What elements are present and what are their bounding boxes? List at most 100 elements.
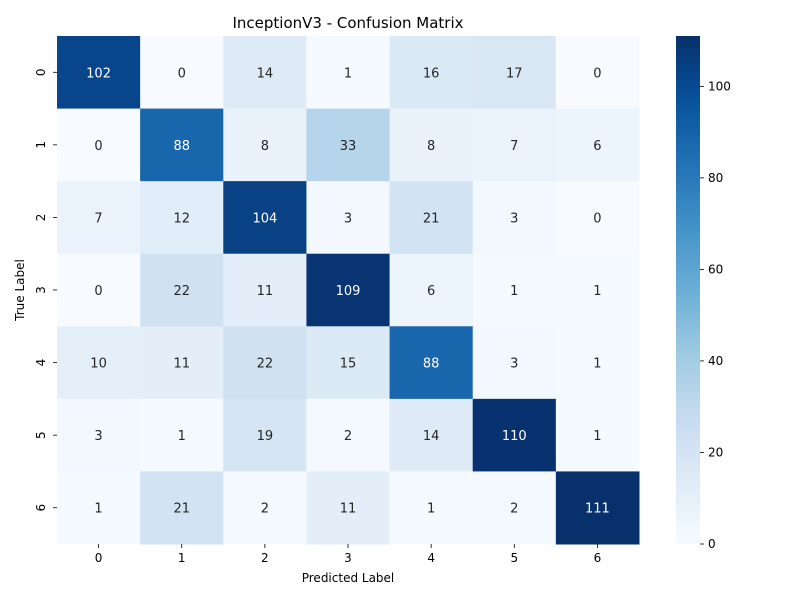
y-tick-label-2: 2 <box>34 214 48 222</box>
heatmap-cell-0-0 <box>57 36 141 110</box>
x-tick-label-6: 6 <box>594 551 602 565</box>
chart-title: InceptionV3 - Confusion Matrix <box>232 14 463 32</box>
x-tick-label-1: 1 <box>178 551 186 565</box>
colorbar-tick-label-3: 60 <box>708 262 723 276</box>
x-axis-ticks: 0 1 2 3 4 5 6 <box>95 544 601 565</box>
heatmap-cell-6-4 <box>389 471 474 545</box>
heatmap-cell-4-2 <box>223 326 307 400</box>
heatmap-cell-0-5 <box>472 36 557 110</box>
heatmap-cell-6-0 <box>57 471 141 545</box>
cell-value-label-1-2: 8 <box>261 139 269 154</box>
cell-value-label-6-3: 11 <box>340 502 357 517</box>
cell-value-label-2-6: 0 <box>593 211 601 226</box>
cell-value-label-4-6: 1 <box>593 357 601 372</box>
y-tick-label-5: 5 <box>34 431 48 439</box>
colorbar-ticks: 0 20 40 60 80 100 <box>700 79 731 551</box>
cell-value-label-5-3: 2 <box>344 429 352 444</box>
heatmap-cell-5-4 <box>389 398 474 472</box>
cell-value-label-4-2: 22 <box>257 357 274 372</box>
cell-value-label-1-6: 6 <box>593 139 601 154</box>
y-axis-label: True Label <box>13 259 27 322</box>
heatmap-cell-4-6 <box>555 326 640 400</box>
x-axis-label: Predicted Label <box>302 571 395 585</box>
cell-value-label-0-3: 1 <box>344 66 352 81</box>
heatmap-cell-6-6 <box>555 471 640 545</box>
y-tick-label-1: 1 <box>34 141 48 149</box>
colorbar-tick-label-4: 80 <box>708 171 723 185</box>
y-tick-label-4: 4 <box>34 359 48 367</box>
y-tick-label-0: 0 <box>34 68 48 76</box>
heatmap-cell-5-3 <box>306 398 391 472</box>
heatmap-cell-0-4 <box>389 36 474 110</box>
cell-value-label-3-2: 11 <box>257 284 274 299</box>
heatmap-cell-1-0 <box>57 108 141 182</box>
heatmap-cell-6-2 <box>223 471 307 545</box>
heatmap-cell-2-4 <box>389 181 474 255</box>
cell-value-label-6-5: 2 <box>510 502 518 517</box>
colorbar-tick-label-1: 20 <box>708 445 723 459</box>
cell-value-label-2-4: 21 <box>423 211 440 226</box>
heatmap-cell-2-6 <box>555 181 640 255</box>
heatmap-cell-4-5 <box>472 326 557 400</box>
cell-value-label-3-5: 1 <box>510 284 518 299</box>
colorbar-tick-label-0: 0 <box>708 537 716 551</box>
heatmap-cell-1-5 <box>472 108 557 182</box>
cell-value-label-4-1: 11 <box>173 357 190 372</box>
cell-value-label-3-4: 6 <box>427 284 435 299</box>
heatmap-cells: 102 0 14 1 16 17 00 88 8 33 8 7 67 12 104 3 21 3 00 22 11 109… <box>57 36 640 545</box>
cell-value-label-4-0: 10 <box>90 357 107 372</box>
heatmap-cell-6-1 <box>140 471 224 545</box>
heatmap-cell-1-4 <box>389 108 474 182</box>
cell-value-label-0-6: 0 <box>593 66 601 81</box>
heatmap-cell-0-3 <box>306 36 391 110</box>
heatmap-cell-3-6 <box>555 253 640 327</box>
heatmap-cell-6-5 <box>472 471 557 545</box>
heatmap-cell-3-0 <box>57 253 141 327</box>
cell-value-label-1-1: 88 <box>173 139 190 154</box>
heatmap-cell-3-3 <box>306 253 391 327</box>
cell-value-label-1-3: 33 <box>340 139 357 154</box>
cell-value-label-2-1: 12 <box>173 211 190 226</box>
cell-value-label-5-1: 1 <box>178 429 186 444</box>
cell-value-label-3-0: 0 <box>94 284 102 299</box>
heatmap-cell-2-0 <box>57 181 141 255</box>
heatmap-cell-6-3 <box>306 471 391 545</box>
heatmap-cell-4-3 <box>306 326 391 400</box>
y-tick-label-6: 6 <box>34 504 48 512</box>
colorbar-tick-label-2: 40 <box>708 354 723 368</box>
heatmap-cell-4-4 <box>389 326 474 400</box>
cell-value-label-4-3: 15 <box>340 357 357 372</box>
x-tick-label-0: 0 <box>95 551 103 565</box>
heatmap-cell-5-5 <box>472 398 557 472</box>
heatmap-cell-1-3 <box>306 108 391 182</box>
cell-value-label-3-3: 109 <box>336 284 361 299</box>
cell-value-label-3-1: 22 <box>173 284 190 299</box>
cell-value-label-0-5: 17 <box>506 66 523 81</box>
heatmap-cell-5-2 <box>223 398 307 472</box>
heatmap-cell-1-6 <box>555 108 640 182</box>
heatmap-cell-3-4 <box>389 253 474 327</box>
heatmap-cell-1-1 <box>140 108 224 182</box>
heatmap-cell-2-1 <box>140 181 224 255</box>
heatmap-cell-3-5 <box>472 253 557 327</box>
cell-value-label-4-4: 88 <box>423 357 440 372</box>
heatmap-cell-0-2 <box>223 36 307 110</box>
cell-value-label-0-1: 0 <box>178 66 186 81</box>
cell-value-label-5-4: 14 <box>423 429 440 444</box>
cell-value-label-2-2: 104 <box>252 211 277 226</box>
heatmap-cell-1-2 <box>223 108 307 182</box>
cell-value-label-3-6: 1 <box>593 284 601 299</box>
heatmap-cell-5-1 <box>140 398 224 472</box>
cell-value-label-2-3: 3 <box>344 211 352 226</box>
heatmap-cell-0-1 <box>140 36 224 110</box>
cell-value-label-4-5: 3 <box>510 357 518 372</box>
colorbar-tick-label-5: 100 <box>708 79 731 93</box>
cell-value-label-6-4: 1 <box>427 502 435 517</box>
heatmap-cell-2-5 <box>472 181 557 255</box>
cell-value-label-2-0: 7 <box>94 211 102 226</box>
heatmap-cell-0-6 <box>555 36 640 110</box>
cell-value-label-5-5: 110 <box>502 429 527 444</box>
x-tick-label-2: 2 <box>261 551 269 565</box>
